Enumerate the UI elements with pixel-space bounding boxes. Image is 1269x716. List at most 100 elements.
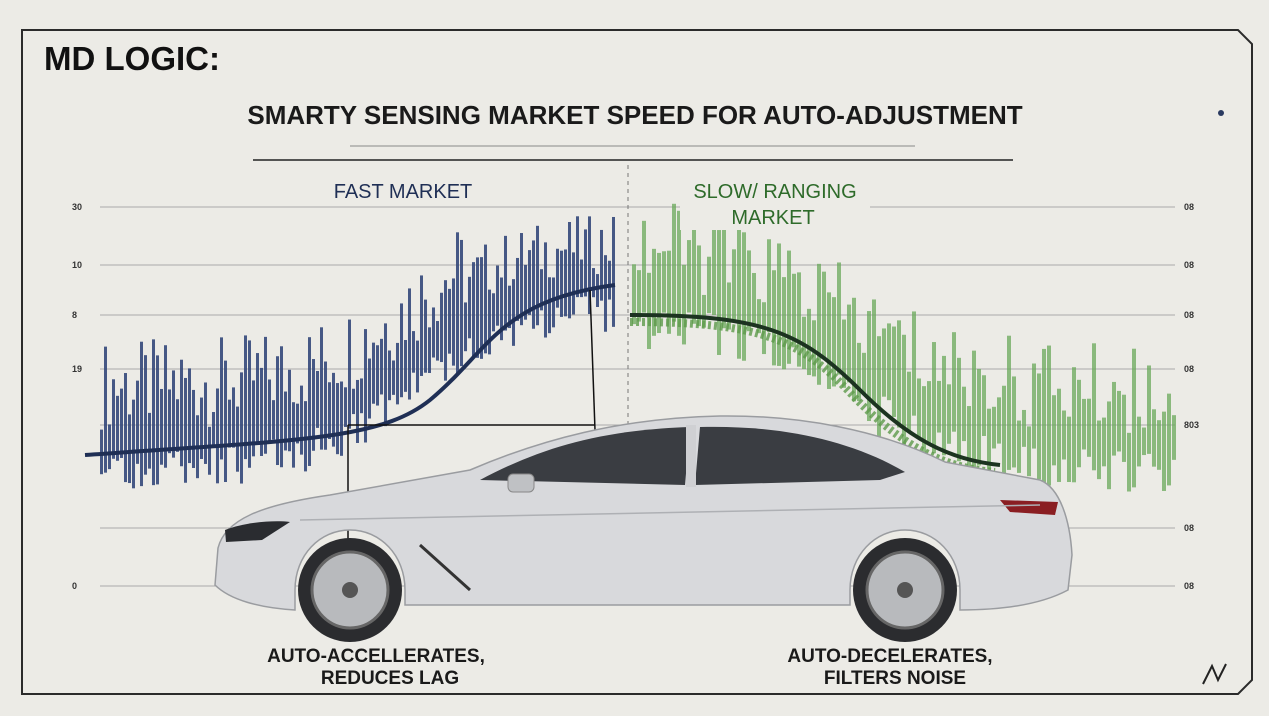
bar [1142, 427, 1146, 456]
axis-label: 08 [1184, 202, 1194, 212]
bar [1062, 410, 1066, 460]
bar [372, 342, 375, 404]
bar [817, 263, 821, 385]
bar [364, 329, 367, 443]
bar [280, 346, 283, 468]
bar [520, 233, 523, 326]
bar [144, 355, 147, 475]
bar [424, 299, 427, 373]
bar [452, 278, 455, 366]
bar [604, 255, 607, 332]
bar [436, 321, 439, 361]
bar [488, 289, 491, 355]
bar [576, 216, 579, 298]
bar [380, 338, 383, 395]
bar [420, 275, 423, 376]
bar [480, 257, 483, 359]
bar [460, 239, 463, 367]
bar [200, 397, 203, 459]
bar [180, 359, 183, 467]
bar [308, 337, 311, 466]
bar [777, 243, 781, 366]
bar [564, 249, 567, 317]
bar [140, 341, 143, 487]
caption: FILTERS NOISE [824, 668, 966, 689]
bar [1057, 388, 1061, 482]
bar [492, 293, 495, 332]
bar [767, 239, 771, 333]
bar [312, 359, 315, 451]
bar [348, 319, 351, 429]
caption: AUTO-ACCELLERATES, [267, 646, 485, 667]
bar [340, 381, 343, 456]
bar [702, 294, 706, 328]
bar [164, 345, 167, 468]
bar [288, 369, 291, 452]
bar [727, 282, 731, 330]
bar [464, 302, 467, 352]
bar [952, 332, 956, 432]
bar [168, 389, 171, 454]
bar [752, 272, 756, 326]
bar [827, 292, 831, 389]
bar [1127, 432, 1131, 492]
axis-label: 10 [72, 260, 82, 270]
bar [136, 380, 139, 464]
bar [1067, 416, 1071, 482]
bar [1112, 381, 1116, 456]
bar [792, 273, 796, 348]
bar [907, 371, 911, 433]
bar [712, 215, 716, 316]
bar [997, 397, 1001, 444]
bar [124, 373, 127, 483]
bar [657, 252, 661, 334]
bar [1157, 420, 1161, 470]
logo [1202, 663, 1227, 685]
bar [412, 331, 415, 373]
bar [972, 350, 976, 468]
bar [1042, 348, 1046, 486]
bar [596, 274, 599, 307]
bar [292, 402, 295, 468]
bar [468, 276, 471, 339]
bar [448, 288, 451, 354]
bar [276, 356, 279, 466]
bar [376, 345, 379, 406]
bar [512, 279, 515, 346]
bar [600, 229, 603, 301]
bar [887, 323, 891, 401]
bar [1152, 409, 1156, 467]
bar [204, 382, 207, 464]
bar [504, 235, 507, 331]
bar [508, 285, 511, 329]
bar [300, 385, 303, 455]
bar [408, 288, 411, 400]
label-bg [325, 178, 485, 206]
bar [927, 381, 931, 444]
bar [912, 311, 916, 416]
title: MD LOGIC: [44, 40, 220, 77]
bar [248, 340, 251, 468]
bar [1052, 395, 1056, 466]
zone-label: MARKET [731, 207, 814, 229]
bar [732, 249, 736, 322]
zone-label: FAST MARKET [334, 181, 473, 203]
bar [1092, 343, 1096, 471]
bar [580, 259, 583, 298]
bar [637, 270, 641, 322]
bar [176, 399, 179, 452]
subtitle: SMARTY SENSING MARKET SPEED FOR AUTO-ADJ… [247, 100, 1022, 130]
bar [456, 232, 459, 376]
bar [476, 257, 479, 358]
bar [737, 219, 741, 359]
bar [1097, 420, 1101, 480]
axis-label: 8 [72, 310, 77, 320]
bar [156, 355, 159, 485]
bar [862, 352, 866, 394]
bar [172, 370, 175, 458]
bar [324, 361, 327, 450]
bar [540, 269, 543, 311]
bar [336, 383, 339, 455]
bar [847, 304, 851, 383]
bar [1047, 345, 1051, 486]
